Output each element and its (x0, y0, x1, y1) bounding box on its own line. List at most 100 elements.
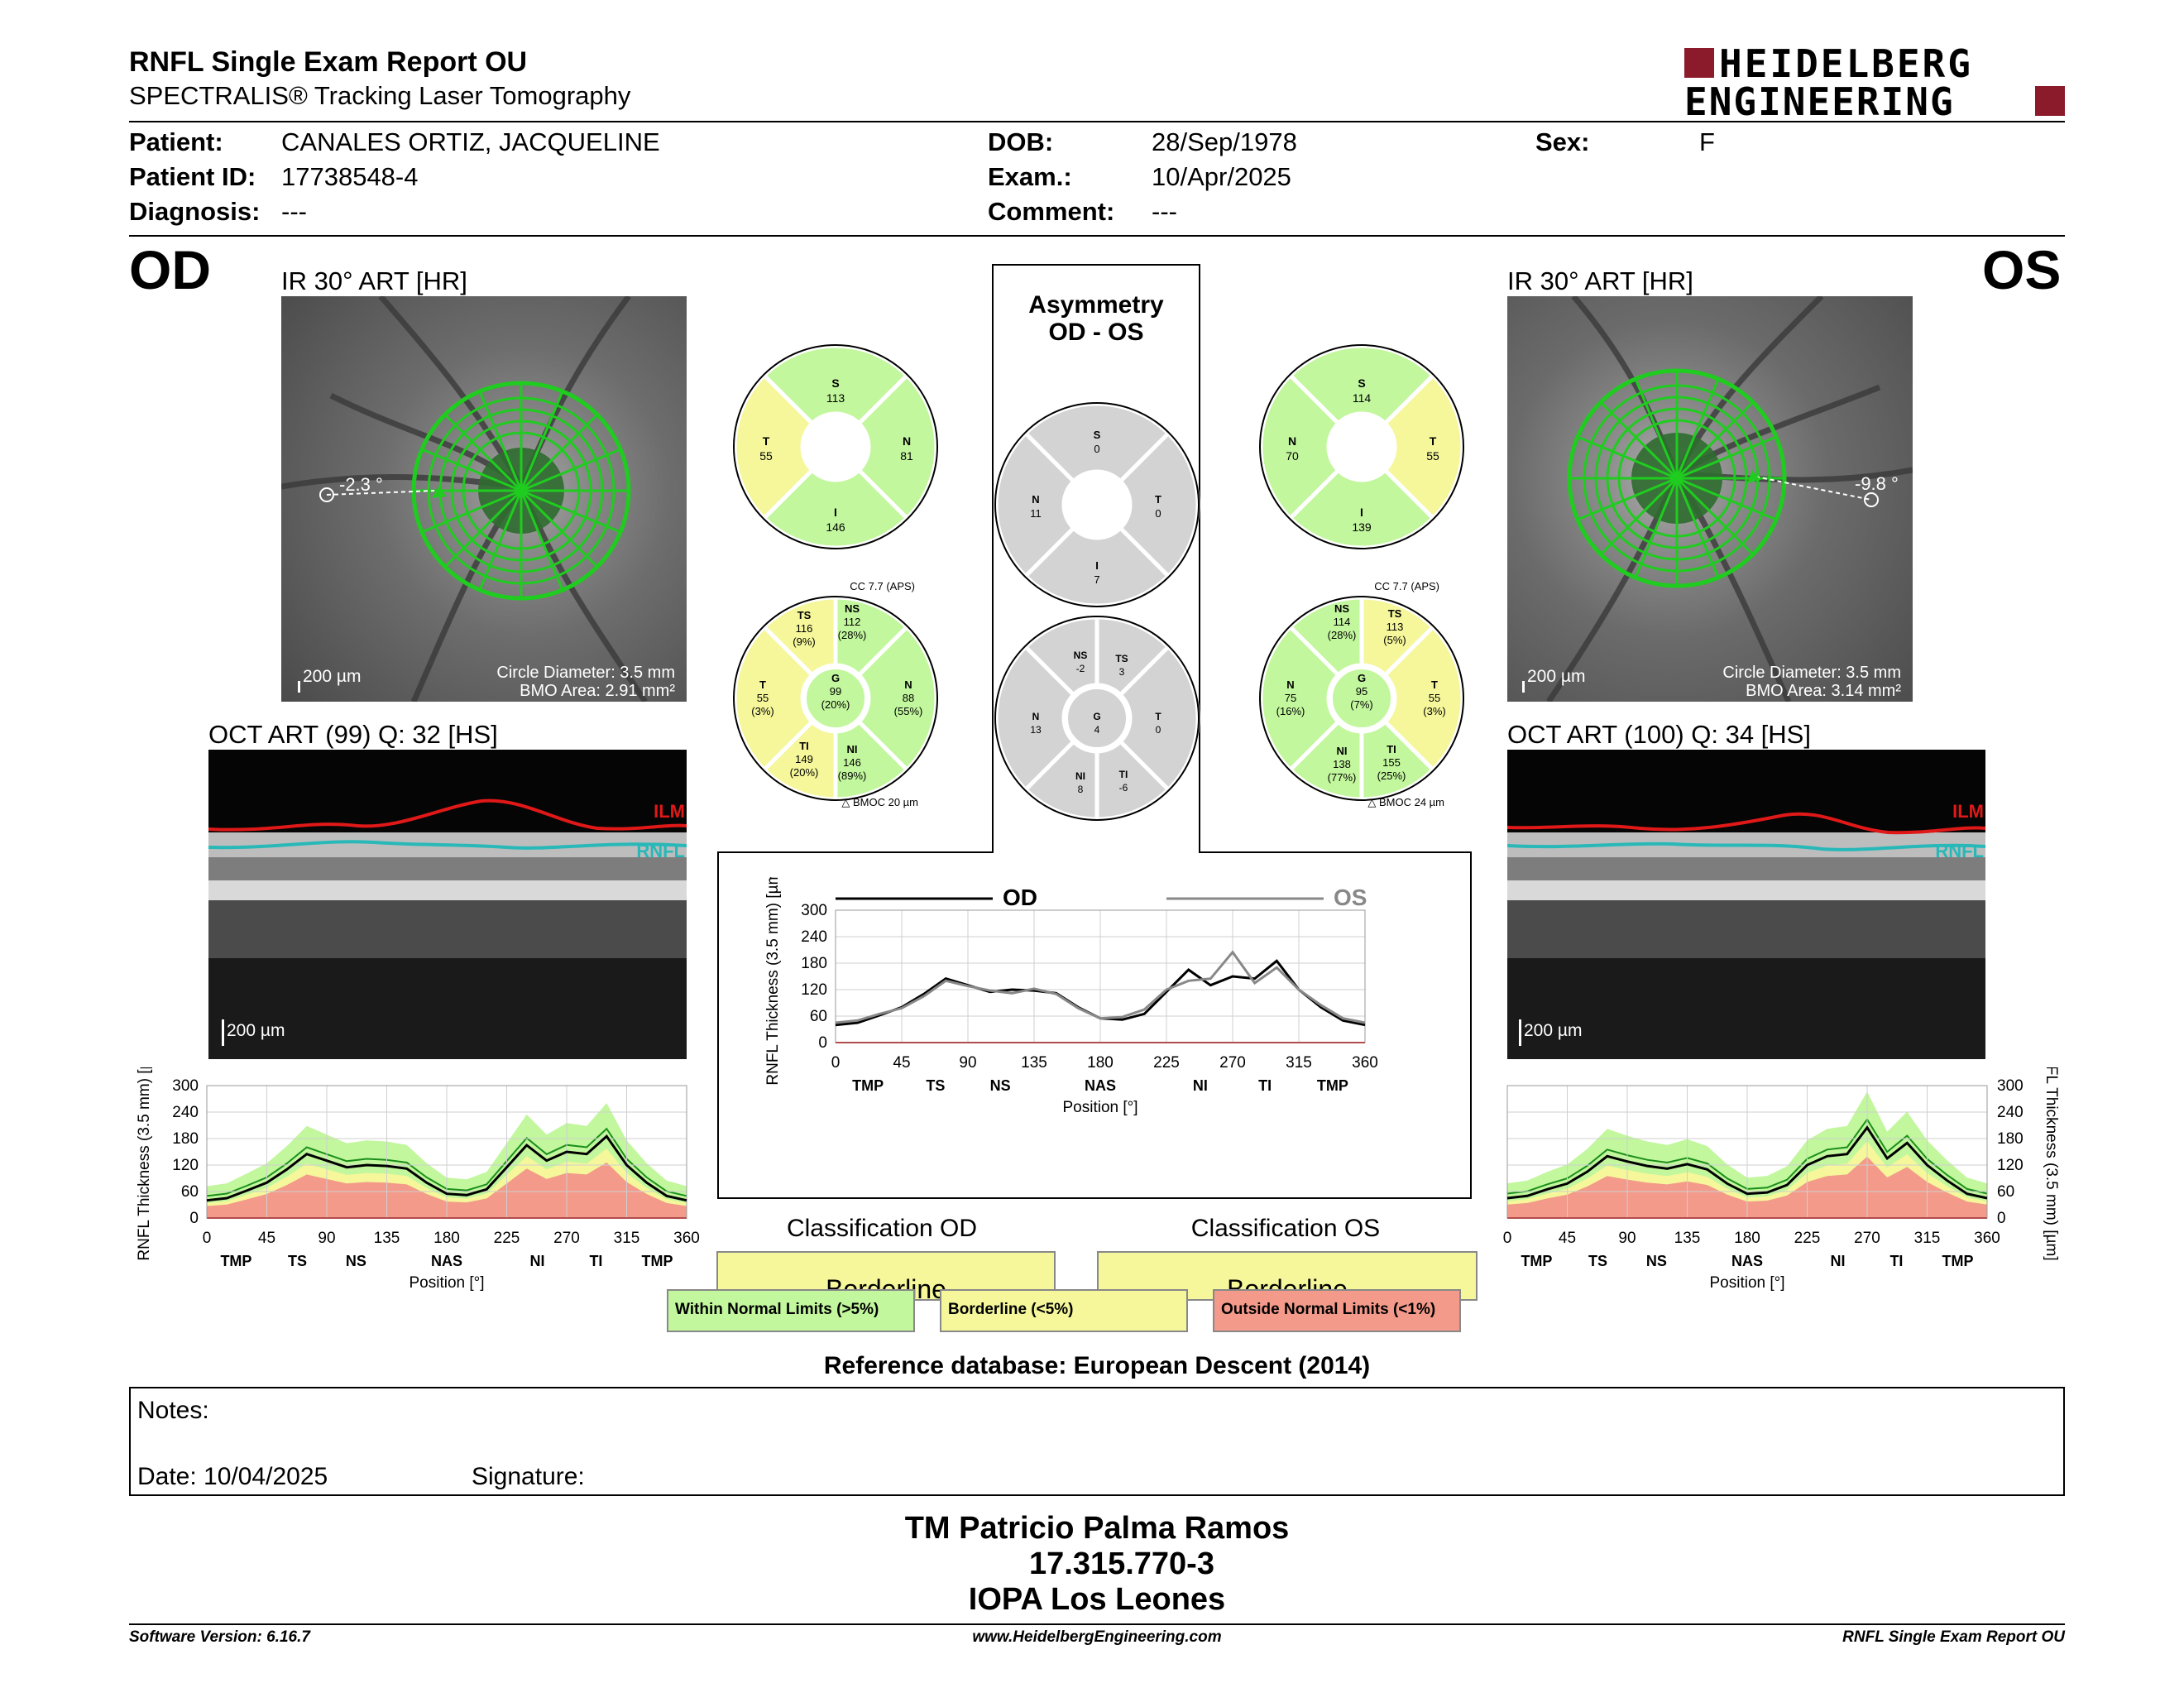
os-quad-i-label: I (1360, 506, 1363, 519)
diagnosis-label: Diagnosis: (129, 197, 261, 226)
os-sect-sector-upper-left (1287, 595, 1364, 679)
asym-ti-label: TI (1119, 769, 1128, 780)
asymmetry-title-line2: OD - OS (1048, 319, 1144, 346)
os-chart-y-tick: 60 (1997, 1183, 2014, 1201)
os-sect-outline (1259, 596, 1464, 801)
od-sect-sector-left (732, 624, 816, 773)
os-ti-value: 155 (1382, 756, 1401, 769)
os-quad-n-label: N (1288, 434, 1296, 448)
signature-label: Signature: (472, 1463, 585, 1490)
od-ti-value: 149 (795, 753, 813, 765)
comp-chart-x-tick: 135 (1021, 1054, 1047, 1072)
os-chart-series-os (1506, 1125, 1988, 1200)
os-ilm-label: ILM (1952, 801, 1984, 822)
od-t-label: T (759, 679, 766, 691)
od-sect-outline (733, 596, 938, 801)
asym-n-value: 13 (1030, 724, 1042, 736)
asym-t-value: 0 (1156, 724, 1161, 736)
asym-quad-sector-right (1117, 430, 1200, 579)
os-quad-s-value: 114 (1353, 391, 1372, 405)
legend-within-normal-label: Within Normal Limits (>5%) (675, 1301, 879, 1318)
comp-chart-sector-tick: TS (926, 1077, 945, 1094)
od-chart-x-tick: 0 (203, 1230, 212, 1247)
asym-ni-value: 8 (1078, 784, 1084, 795)
os-chart-xlabel: Position [°] (1709, 1274, 1784, 1292)
od-ns-pct: (28%) (838, 629, 867, 641)
sex: F (1699, 127, 1715, 156)
od-chart-sector-tick: TMP (642, 1253, 673, 1269)
eye-label-od: OD (129, 239, 211, 300)
od-chart-x-tick: 315 (614, 1230, 640, 1247)
dob: 28/Sep/1978 (1152, 127, 1297, 156)
os-chart-x-tick: 135 (1674, 1230, 1701, 1247)
od-quad-sector-right (855, 372, 939, 521)
od-rnfl-label: RNFL (636, 841, 685, 861)
comp-chart-x-tick: 315 (1286, 1054, 1312, 1072)
comp-chart-x-tick: 225 (1153, 1054, 1180, 1072)
os-ir-title: IR 30° ART [HR] (1507, 266, 1693, 295)
signature-name: TM Patricio Palma Ramos (904, 1511, 1290, 1546)
os-oct-scale-bar-icon (1519, 1019, 1521, 1046)
os-chart-sector-tick: TI (1889, 1253, 1903, 1269)
os-ts-label: TS (1388, 607, 1402, 620)
patient-id: 17738548-4 (281, 162, 419, 191)
od-quad-s-value: 113 (826, 391, 845, 405)
od-quad-t-label: T (763, 434, 770, 448)
od-quad-n-label: N (903, 434, 911, 448)
asymmetry-sector-diagram: NS -2 TS 3 N 13 G 4 T 0 NI 8 TI -6 (994, 615, 1200, 822)
os-chart-ylabel: RNFL Thickness (3.5 mm) [µm] (2043, 1067, 2060, 1261)
os-scale-bar-icon (1522, 681, 1525, 693)
os-fundus-image: -9.8 ° 200 µm Circle Diameter: 3.5 mm BM… (1507, 296, 1913, 702)
od-angle: -2.3 ° (339, 474, 383, 495)
asymmetry-outline (717, 264, 1472, 1199)
diagnosis: --- (281, 197, 307, 226)
comp-chart-series-os (835, 950, 1366, 1024)
os-ni-value: 138 (1333, 758, 1351, 770)
od-quad-t-value: 55 (759, 449, 773, 463)
od-sector-diagram: TS116(9%)NS112(28%)T55(3%)G99(20%)N88(55… (732, 580, 939, 808)
comp-legend-os-label: OS (1334, 885, 1367, 910)
os-quad-s-label: S (1358, 376, 1365, 390)
asym-t-label: T (1155, 711, 1161, 722)
od-n-pct: (55%) (894, 705, 923, 717)
asym-n-label: N (1032, 711, 1040, 722)
comp-chart-x-tick: 90 (959, 1054, 976, 1072)
os-angle: -9.8 ° (1855, 473, 1899, 494)
os-sect-sector-global (1329, 666, 1394, 731)
os-ns-label: NS (1334, 602, 1349, 615)
os-bmoc-label: △ BMOC 24 µm (1367, 796, 1444, 808)
report-subtitle: SPECTRALIS® Tracking Laser Tomography (129, 81, 631, 110)
comp-chart-sector-tick: TMP (1317, 1077, 1348, 1094)
od-quad-i-label: I (834, 506, 837, 519)
od-chart-sector-tick: NI (530, 1253, 545, 1269)
os-ni-pct: (77%) (1328, 771, 1357, 784)
os-quad-sector-i (1287, 467, 1436, 550)
os-t-label: T (1431, 679, 1438, 691)
od-chart-x-tick: 225 (494, 1230, 520, 1247)
footer-url[interactable]: www.HeidelbergEngineering.com (972, 1628, 1222, 1646)
os-quad-i-value: 139 (1352, 520, 1372, 534)
os-chart-x-tick: 180 (1734, 1230, 1760, 1247)
od-ns-value: 112 (844, 616, 861, 628)
asym-sect-outline (994, 616, 1200, 821)
sex-label: Sex: (1535, 127, 1590, 156)
asym-quad-n-value: 11 (1030, 507, 1042, 520)
asym-ns-value: -2 (1076, 663, 1085, 674)
os-quad-sector-right (1382, 372, 1465, 521)
od-ir-title: IR 30° ART [HR] (281, 266, 467, 295)
asym-sect-sector-upper-left (1023, 615, 1099, 698)
os-sect-sector-lower-left (1287, 718, 1364, 802)
legend-outside-normal-label: Outside Normal Limits (<1%) (1221, 1301, 1436, 1318)
comment: --- (1152, 197, 1177, 226)
od-chart-x-tick: 270 (553, 1230, 580, 1247)
os-quad-sector-s (1287, 343, 1436, 427)
asym-sect-sector-upper-right (1094, 615, 1171, 698)
os-chart-y-tick: 0 (1997, 1210, 2006, 1227)
footer-report-name: RNFL Single Exam Report OU (1842, 1628, 2065, 1646)
asymmetry-title: Asymmetry OD - OS (993, 291, 1200, 346)
od-scale-bar-icon (298, 681, 300, 693)
od-ts-label: TS (797, 609, 812, 621)
